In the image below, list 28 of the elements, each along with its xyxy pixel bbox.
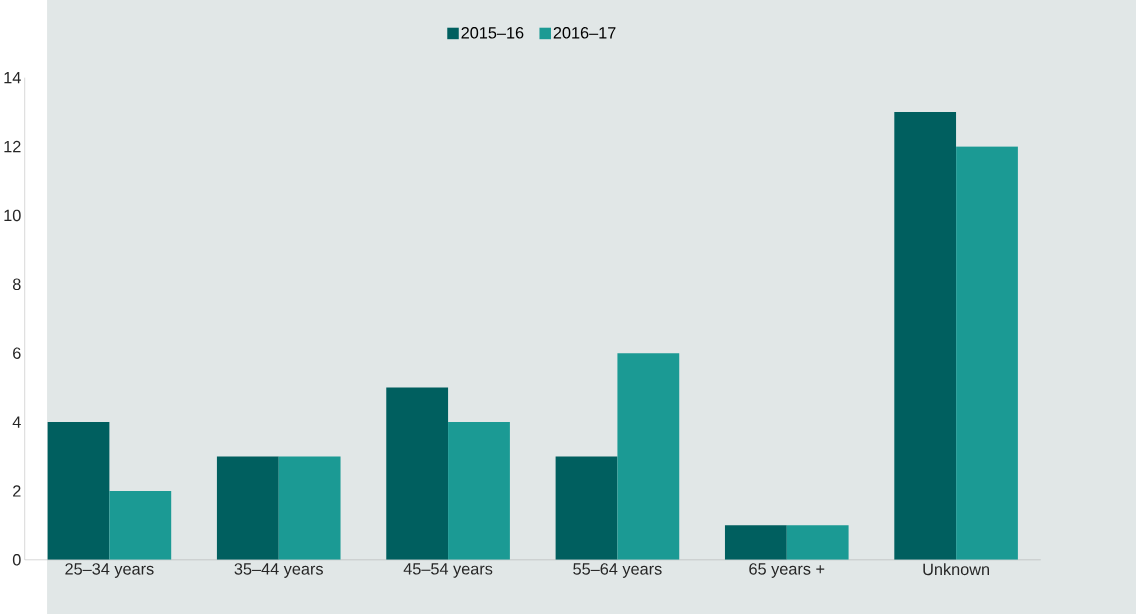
legend-label: 2016–17 xyxy=(553,26,616,39)
y-tick-label: 6 xyxy=(13,347,21,359)
x-tick-label: 55–64 years xyxy=(573,562,662,578)
y-tick-label: 2 xyxy=(13,485,21,497)
y-tick-label: 4 xyxy=(12,416,21,428)
y-tick-label: 10 xyxy=(4,209,21,221)
bar xyxy=(956,146,1018,560)
x-tick-label: 65 years + xyxy=(749,562,825,578)
y-tick-label: 0 xyxy=(12,553,21,566)
x-tick-label: 25–34 years xyxy=(65,562,154,578)
bar xyxy=(386,387,449,560)
bar xyxy=(216,456,279,560)
x-tick-label: 45–54 years xyxy=(403,562,493,578)
legend-label: 2015–16 xyxy=(461,26,524,39)
bar xyxy=(278,456,341,560)
bar xyxy=(894,111,957,560)
y-tick-label: 14 xyxy=(4,71,21,84)
bar xyxy=(786,525,849,560)
y-tick-label: 12 xyxy=(4,140,21,152)
bar xyxy=(47,421,110,560)
x-tick-label: 35–44 years xyxy=(234,562,323,578)
y-tick-label: 8 xyxy=(12,278,21,290)
x-tick-label: Unknown xyxy=(923,562,990,575)
bar xyxy=(555,456,618,560)
bar xyxy=(448,421,510,560)
bar xyxy=(724,525,787,560)
bar xyxy=(109,490,172,560)
bar xyxy=(617,352,680,560)
